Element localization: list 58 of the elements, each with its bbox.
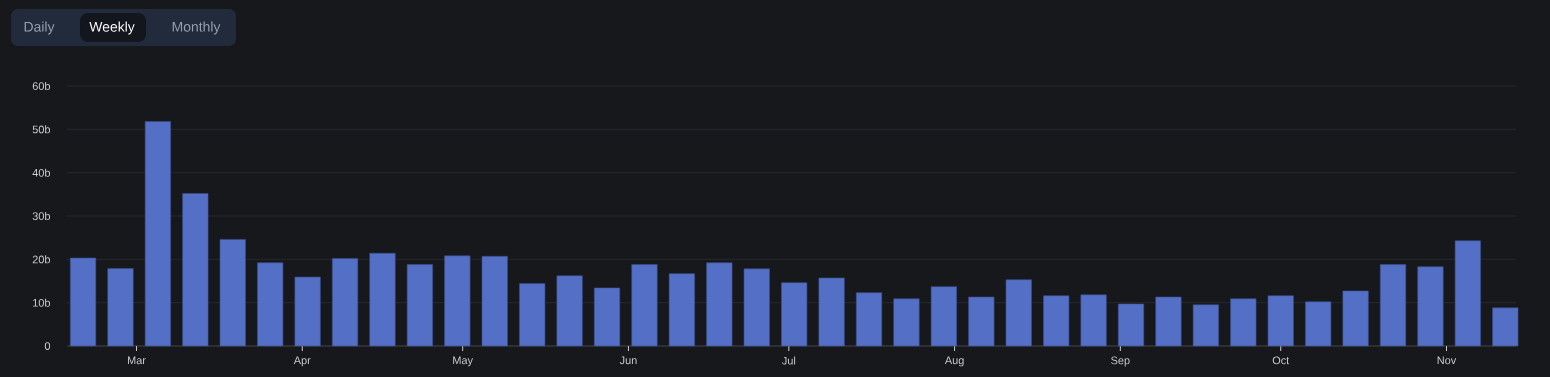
bar <box>1492 307 1519 347</box>
bar <box>743 268 770 347</box>
bar <box>593 287 621 347</box>
bar <box>294 276 321 347</box>
x-tick-label: Mar <box>127 356 146 365</box>
x-tick-label: Jun <box>619 356 637 365</box>
y-tick-label: 20b <box>32 255 51 264</box>
bar <box>1080 294 1107 347</box>
bar <box>1267 295 1294 347</box>
bar <box>1454 240 1481 347</box>
text: Weekly <box>89 21 135 35</box>
bar <box>818 277 845 347</box>
bar <box>444 255 471 347</box>
bar <box>1230 298 1257 347</box>
bar <box>668 273 695 347</box>
x-tick-label: Oct <box>1272 356 1290 365</box>
bar <box>706 262 733 347</box>
bar <box>107 268 134 347</box>
y-tick-label: 40b <box>32 168 51 177</box>
x-tick-label: Apr <box>293 356 311 367</box>
bar <box>968 296 995 347</box>
y-tick-label: 0 <box>44 342 51 350</box>
bar <box>369 252 396 347</box>
bar <box>893 298 920 347</box>
bar <box>144 121 171 347</box>
bar <box>930 286 957 347</box>
bar <box>1379 264 1407 347</box>
bar <box>219 239 246 347</box>
bar <box>332 258 359 347</box>
bar <box>1117 303 1145 347</box>
bar <box>182 193 209 347</box>
bar <box>1192 304 1219 347</box>
bar <box>1342 290 1369 347</box>
bar <box>406 264 433 347</box>
bar <box>1155 296 1182 347</box>
text: Daily <box>24 21 55 35</box>
text: Monthly <box>172 21 221 35</box>
x-tick-label: Nov <box>1437 356 1457 365</box>
bar <box>855 292 883 347</box>
x-tick-label: Aug <box>944 356 964 367</box>
bar <box>257 262 284 347</box>
bar <box>781 282 808 347</box>
bar <box>1005 279 1032 347</box>
bar <box>519 283 546 347</box>
y-tick-label: 60b <box>32 81 51 91</box>
y-tick-label: 30b <box>32 211 51 221</box>
bar <box>70 257 97 347</box>
x-tick-label: Jul <box>782 356 796 365</box>
bar <box>556 275 583 347</box>
bar <box>1043 295 1070 347</box>
y-tick-label: 10b <box>33 298 51 307</box>
bar <box>631 264 658 347</box>
x-tick-label: Sep <box>1111 356 1130 367</box>
bar <box>1417 266 1444 347</box>
x-tick-label: May <box>453 356 473 367</box>
bar <box>1305 301 1332 347</box>
y-tick-label: 50b <box>32 125 51 134</box>
bar <box>481 256 508 347</box>
